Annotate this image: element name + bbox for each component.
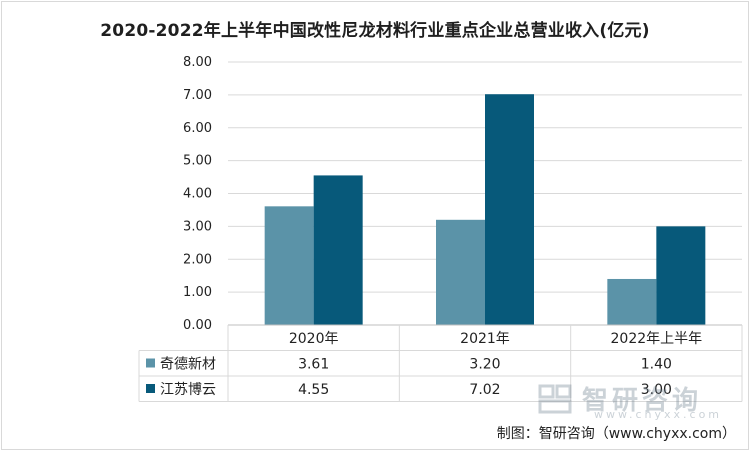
watermark-url: www.chyxx.com: [594, 408, 723, 421]
data-label: 1.40: [641, 357, 672, 373]
y-tick-label: 2.00: [183, 252, 212, 267]
data-label: 3.20: [469, 357, 500, 373]
category-label: 2022年上半年: [611, 331, 703, 347]
y-tick-label: 0.00: [183, 318, 212, 333]
legend-swatch: [146, 358, 155, 368]
legend-label: 江苏博云: [160, 381, 216, 398]
category-label: 2021年: [460, 331, 510, 347]
y-tick-label: 6.00: [183, 121, 212, 136]
watermark: 智研咨询 www.chyxx.com: [538, 382, 738, 421]
bar-奇德新材-2022年上半年: [607, 278, 657, 325]
bar-江苏博云-2020年: [313, 175, 363, 325]
bar-江苏博云-2022年上半年: [656, 226, 706, 325]
y-tick-label: 5.00: [183, 154, 212, 169]
bar-江苏博云-2021年: [485, 94, 534, 325]
legend-swatch: [146, 384, 155, 393]
bar-奇德新材-2021年: [436, 219, 485, 325]
footer-credit: 制图：智研咨询（www.chyxx.com）: [496, 426, 736, 442]
data-label: 3.00: [641, 382, 672, 398]
data-label: 3.61: [298, 357, 329, 373]
bar-奇德新材-2020年: [264, 206, 314, 325]
watermark-logo-icon: [538, 384, 572, 414]
y-tick-label: 1.00: [183, 285, 212, 300]
data-label: 7.02: [469, 382, 500, 398]
y-tick-label: 3.00: [183, 219, 212, 234]
bars: [264, 94, 706, 325]
category-label: 2020年: [289, 331, 339, 347]
y-tick-label: 7.00: [183, 88, 212, 103]
data-label: 4.55: [298, 382, 329, 398]
y-axis-ticks: 0.00 1.00 2.00 3.00 4.00 5.00 6.00 7.00 8.00: [183, 55, 212, 333]
chart-title: 2020-2022年上半年中国改性尼龙材料行业重点企业总营业收入(亿元): [100, 21, 650, 41]
watermark-text: 智研咨询: [582, 386, 703, 416]
legend-label: 奇德新材: [160, 356, 216, 373]
y-tick-label: 4.00: [183, 187, 212, 202]
y-tick-label: 8.00: [183, 55, 212, 70]
